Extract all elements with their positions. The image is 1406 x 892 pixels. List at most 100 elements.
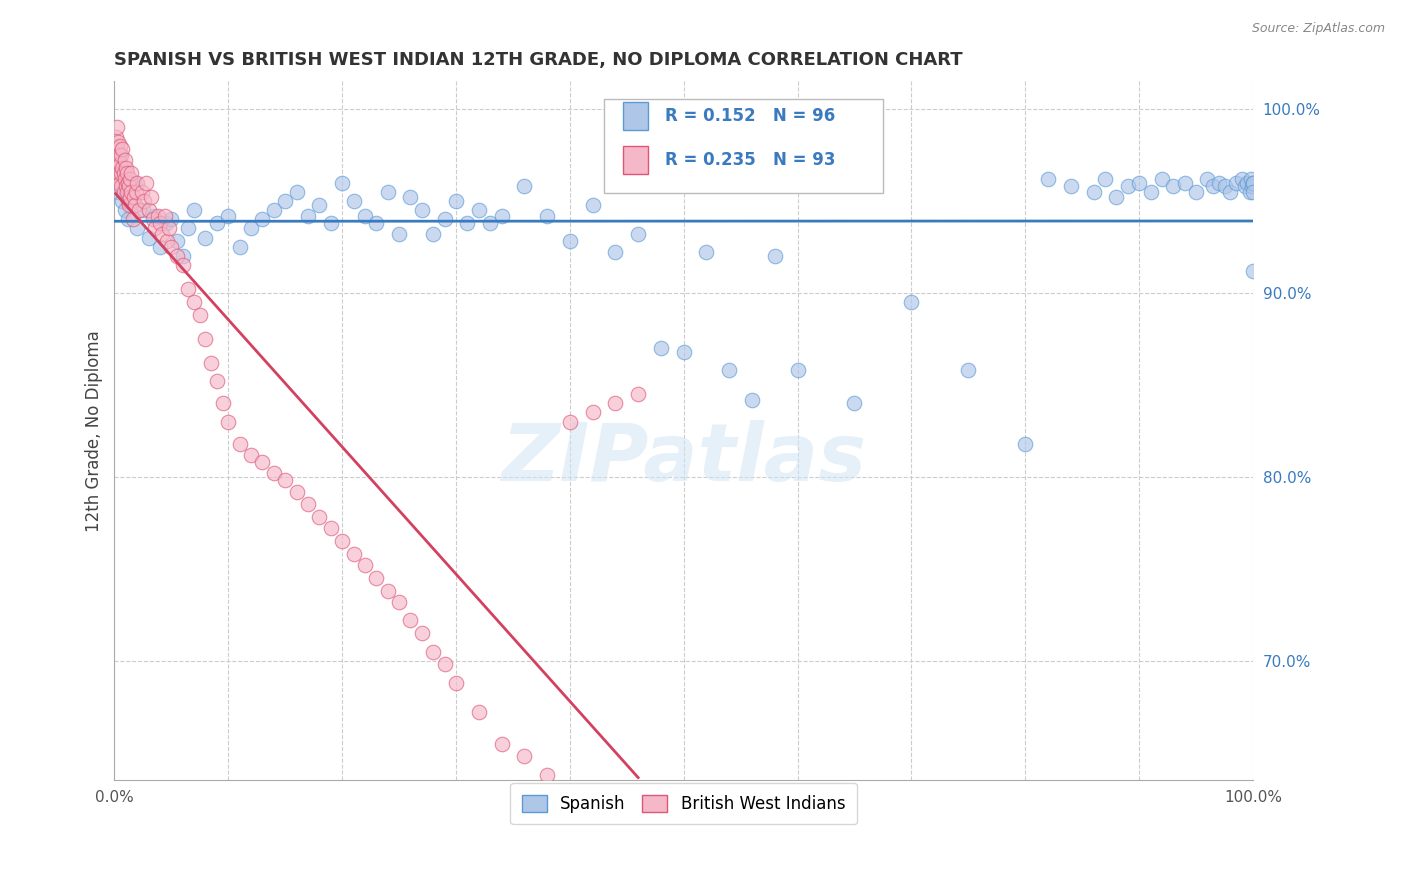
Point [1233,179,1256,194]
Point [558,235,581,249]
Point [388,227,411,241]
Point [558,415,581,429]
Point [252,212,274,227]
Point [160,212,183,227]
Point [1185,185,1208,199]
Point [115,166,138,180]
Point [1105,190,1128,204]
Point [108,157,131,171]
Point [142,212,165,227]
Point [114,185,136,199]
Point [217,209,239,223]
Point [118,179,141,194]
Point [319,216,342,230]
Point [108,138,131,153]
Point [105,166,128,180]
Point [1161,179,1184,194]
Point [124,176,146,190]
Point [1219,185,1241,199]
Point [422,227,444,241]
Point [211,396,233,410]
Text: SPANISH VS BRITISH WEST INDIAN 12TH GRADE, NO DIPLOMA CORRELATION CHART: SPANISH VS BRITISH WEST INDIAN 12TH GRAD… [114,51,963,69]
Point [107,171,129,186]
Point [105,161,128,175]
Point [131,185,153,199]
Point [695,245,717,260]
Point [127,176,149,190]
Point [117,212,139,227]
Point [308,197,330,211]
Point [513,749,536,764]
Point [285,484,308,499]
Point [166,249,188,263]
Point [110,148,132,162]
Point [456,216,478,230]
Point [1094,171,1116,186]
Point [120,190,142,204]
Point [112,179,135,194]
Point [479,216,502,230]
Point [1202,179,1225,194]
Point [111,142,134,156]
Point [844,396,866,410]
Point [122,190,145,204]
Point [308,510,330,524]
Point [468,203,491,218]
Point [111,161,134,175]
Point [108,148,131,162]
Point [149,240,172,254]
Point [138,230,160,244]
Point [110,171,132,186]
Point [1060,179,1083,194]
Point [411,203,433,218]
Point [274,474,297,488]
Point [108,148,131,162]
Bar [623,103,648,130]
Point [319,521,342,535]
Point [1241,264,1264,278]
Point [240,448,263,462]
Point [354,558,377,573]
Point [366,571,388,585]
Point [1083,185,1105,199]
Point [108,157,131,171]
Point [581,197,603,211]
Point [1036,171,1059,186]
Point [433,657,456,672]
Point [115,185,138,199]
Point [1241,176,1264,190]
Point [786,363,808,377]
Point [107,135,129,149]
Point [330,534,353,549]
Point [1174,176,1197,190]
Point [1236,176,1258,190]
Point [183,295,205,310]
Point [377,583,399,598]
Point [1225,176,1247,190]
Point [107,185,129,199]
Text: R = 0.152   N = 96: R = 0.152 N = 96 [665,107,835,125]
Point [172,258,194,272]
Bar [623,146,648,174]
Text: R = 0.235   N = 93: R = 0.235 N = 93 [665,152,837,169]
Point [112,185,135,199]
Point [149,216,172,230]
Point [108,166,131,180]
Point [104,153,127,168]
Point [366,216,388,230]
Legend: Spanish, British West Indians: Spanish, British West Indians [510,783,858,824]
Point [104,138,127,153]
Point [104,176,127,190]
Point [1208,176,1230,190]
Point [143,209,166,223]
Point [444,194,467,208]
Point [377,185,399,199]
Point [1239,185,1261,199]
Point [605,396,627,410]
Point [433,212,456,227]
Point [117,176,139,190]
Point [127,221,149,235]
Point [200,356,222,370]
Point [156,235,179,249]
Point [124,197,146,211]
